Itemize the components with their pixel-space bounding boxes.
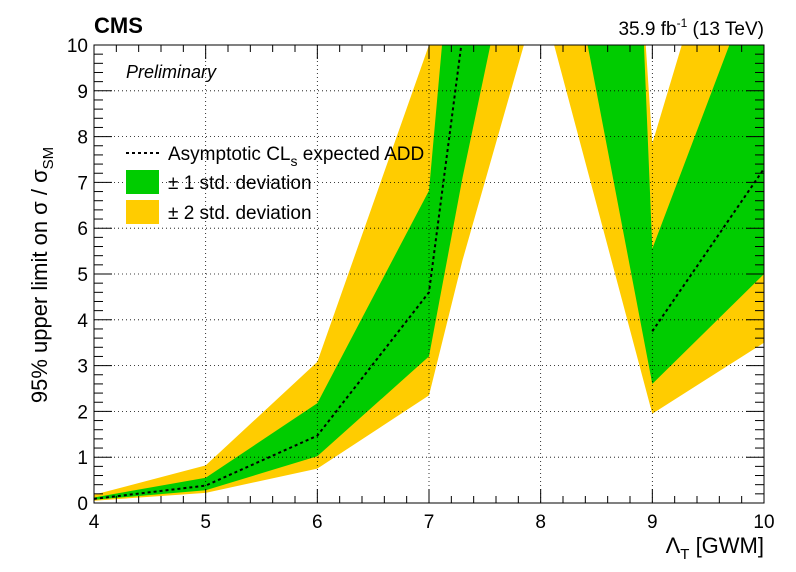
- x-tick-label: 4: [89, 512, 100, 533]
- x-axis-symbol: Λ: [666, 533, 681, 558]
- y-tick-label: 10: [67, 36, 88, 57]
- x-tick-label: 6: [312, 512, 323, 533]
- lumi-value: 35.9 fb: [618, 19, 676, 40]
- expected-layer: [94, 45, 764, 500]
- y-tick-label: 4: [77, 311, 88, 332]
- y-tick-label: 9: [77, 82, 88, 103]
- y-tick-label: 7: [77, 173, 88, 194]
- y-tick-label: 8: [77, 128, 88, 149]
- y-tick-label: 5: [77, 265, 88, 286]
- band1-right-area: [587, 45, 764, 384]
- legend-label-rest: expected ADD: [297, 144, 424, 165]
- legend-label-sub: s: [290, 153, 297, 169]
- x-tick-label: 5: [200, 512, 211, 533]
- x-tick-label: 10: [753, 512, 774, 533]
- status-label: Preliminary: [126, 62, 217, 82]
- y-axis-sub: SM: [40, 147, 57, 170]
- legend-expected-label: Asymptotic CLs expected ADD: [168, 144, 424, 169]
- legend-band1-label: ± 1 std. deviation: [168, 173, 312, 194]
- y-tick-label: 2: [77, 402, 88, 423]
- legend-band2-marker: [126, 200, 159, 224]
- x-axis-symbol-sub: T: [680, 546, 689, 563]
- x-tick-label: 8: [535, 512, 546, 533]
- legend-band2-label: ± 2 std. deviation: [168, 203, 312, 224]
- lumi-energy-text: (13 TeV): [693, 19, 764, 40]
- y-tick-label: 3: [77, 357, 88, 378]
- legend-label-text: Asymptotic CL: [168, 144, 290, 165]
- y-axis-text: 95% upper limit on σ / σ: [27, 169, 52, 403]
- expected-line-left: [94, 45, 463, 500]
- x-axis-label: ΛT [GWM]: [666, 533, 764, 563]
- x-tick-label: 7: [424, 512, 435, 533]
- x-tick-label: 9: [647, 512, 658, 533]
- expected-line-right: [651, 168, 764, 332]
- legend-label-text: ± 2 std. deviation: [168, 203, 312, 224]
- y-axis-label: 95% upper limit on σ / σSM: [27, 147, 57, 403]
- lumi-label: 35.9 fb-1 (13 TeV): [618, 16, 764, 40]
- band2-left-area: [94, 45, 524, 501]
- band1-left-area: [94, 45, 491, 500]
- grid-layer: [94, 45, 764, 503]
- y-tick-label: 6: [77, 219, 88, 240]
- y-tick-label: 0: [77, 494, 88, 515]
- legend: Asymptotic CLs expected ADD ± 1 std. devi…: [126, 144, 424, 224]
- bands-layer: [94, 45, 764, 501]
- lumi-unit-sup: -1: [677, 16, 688, 30]
- experiment-label: CMS: [94, 13, 143, 38]
- x-axis-unit: [GWM]: [689, 533, 764, 558]
- y-tick-label: 1: [77, 448, 88, 469]
- legend-band1-marker: [126, 170, 159, 194]
- legend-label-text: ± 1 std. deviation: [168, 173, 312, 194]
- ticks-layer: 4 5 6 7 8 9 10 0 1 2 3 4 5 6 7 8 9 10: [67, 36, 775, 533]
